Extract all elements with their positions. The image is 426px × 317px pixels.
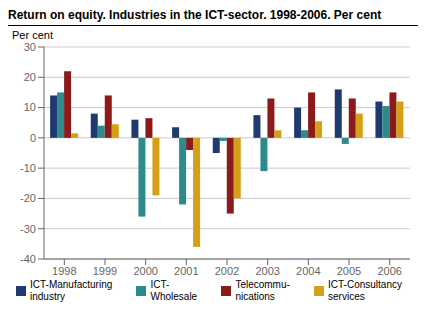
svg-text:10: 10 (24, 101, 36, 113)
svg-text:-40: -40 (20, 253, 36, 265)
html-text:Telecommu-: Telecommu- (235, 279, 290, 290)
svg-text:2006: 2006 (377, 265, 401, 277)
html-text:Per cent: Per cent (12, 29, 53, 41)
html-text:Wholesale: Wholesale (150, 291, 198, 302)
svg-text:2000: 2000 (133, 265, 157, 277)
svg-text:0: 0 (30, 132, 36, 144)
html-text:Return on equity. Industries i: Return on equity. Industries in the ICT-… (8, 8, 382, 22)
svg-text:-30: -30 (20, 223, 36, 235)
html-text:ICT-Consultancy: ICT-Consultancy (328, 279, 402, 290)
svg-text:2004: 2004 (296, 265, 320, 277)
html-text:ICT-: ICT- (150, 279, 170, 290)
svg-text:-10: -10 (20, 162, 36, 174)
html-text:industry: industry (30, 291, 65, 302)
svg-text:1999: 1999 (93, 265, 117, 277)
svg-text:2002: 2002 (215, 265, 239, 277)
svg-text:20: 20 (24, 71, 36, 83)
svg-text:2003: 2003 (255, 265, 279, 277)
html-text:nications: nications (235, 291, 275, 302)
html-text:ICT-Manufacturing: ICT-Manufacturing (30, 279, 113, 290)
svg-text:1998: 1998 (52, 265, 76, 277)
svg-text:2001: 2001 (174, 265, 198, 277)
html-text:services: services (328, 291, 365, 302)
svg-text:2005: 2005 (337, 265, 361, 277)
svg-text:30: 30 (24, 41, 36, 53)
svg-text:-20: -20 (20, 192, 36, 204)
